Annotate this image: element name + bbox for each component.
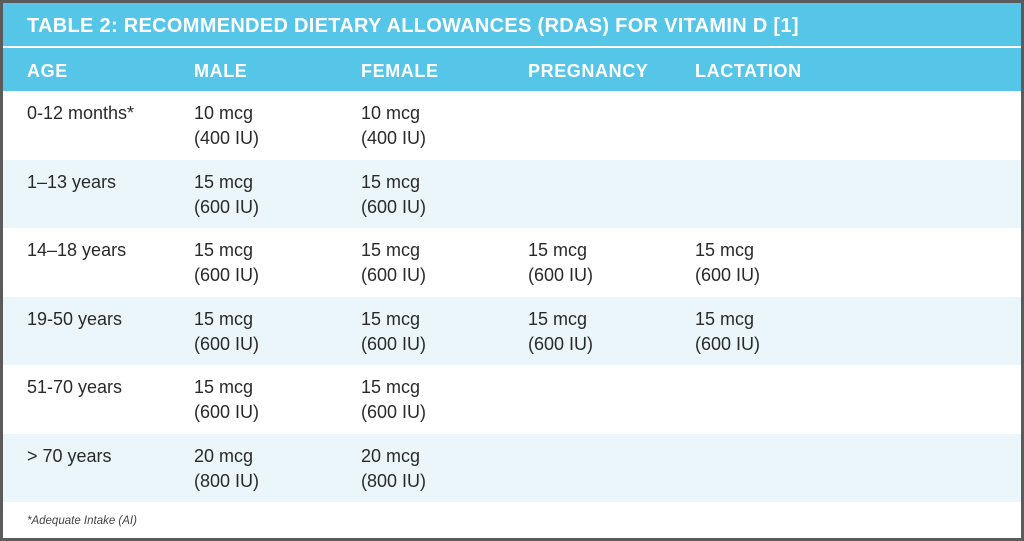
cell-lactation: 15 mcg (600 IU) xyxy=(695,307,760,357)
cell-male-mcg: 15 mcg xyxy=(194,171,254,192)
table-row: 19-50 years 15 mcg (600 IU) 15 mcg (600 IU) 1… xyxy=(3,296,1021,365)
header-lactation: LACTATION xyxy=(695,61,802,81)
cell-male-mcg: 15 mcg xyxy=(194,377,254,397)
cell-pregnancy-mcg: 15 mcg xyxy=(528,240,588,260)
footnote: *Adequate Intake (AI) xyxy=(27,515,137,527)
cell-lactation-mcg: 15 mcg xyxy=(695,308,755,329)
cell-female-mcg: 15 mcg xyxy=(361,377,421,397)
cell-female-mcg: 15 mcg xyxy=(361,308,421,329)
cell-age: 1–13 years xyxy=(27,171,117,192)
cell-male: 20 mcg (800 IU) xyxy=(194,444,259,494)
header-age: AGE xyxy=(27,61,68,81)
header-pregnancy: PREGNANCY xyxy=(528,61,649,81)
cell-male: 15 mcg (600 IU) xyxy=(194,170,259,220)
cell-lactation-mcg: 15 mcg xyxy=(695,240,755,260)
cell-female: 20 mcg (800 IU) xyxy=(361,444,426,494)
cell-age: 14–18 years xyxy=(27,240,127,260)
cell-male-iu: (600 IU) xyxy=(194,333,260,354)
cell-age: 19-50 years xyxy=(27,308,123,329)
cell-female-iu: (600 IU) xyxy=(361,196,427,217)
cell-female-mcg: 15 mcg xyxy=(361,240,421,260)
cell-pregnancy-mcg: 15 mcg xyxy=(528,308,588,329)
cell-age: 0-12 months* xyxy=(27,103,135,123)
cell-male: 10 mcg (400 IU) xyxy=(194,101,259,151)
cell-female-iu: (400 IU) xyxy=(361,128,427,148)
cell-age: > 70 years xyxy=(27,445,112,466)
cell-lactation-iu: (600 IU) xyxy=(695,265,761,285)
cell-male-mcg: 10 mcg xyxy=(194,103,254,123)
cell-male-mcg: 20 mcg xyxy=(194,445,254,466)
table-row: 1–13 years 15 mcg (600 IU) 15 mcg (600 IU) xyxy=(3,159,1021,228)
cell-age: 51-70 years xyxy=(27,377,123,397)
header-male: MALE xyxy=(194,61,248,81)
cell-female: 15 mcg (600 IU) xyxy=(361,375,426,425)
cell-female: 10 mcg (400 IU) xyxy=(361,101,426,151)
cell-female-iu: (800 IU) xyxy=(361,470,427,491)
cell-male-iu: (600 IU) xyxy=(194,402,260,422)
cell-pregnancy-iu: (600 IU) xyxy=(528,333,594,354)
cell-female: 15 mcg (600 IU) xyxy=(361,170,426,220)
table-row: 51-70 years 15 mcg (600 IU) 15 mcg (600 IU) xyxy=(3,365,1021,434)
cell-pregnancy: 15 mcg (600 IU) xyxy=(528,238,593,288)
cell-male-mcg: 15 mcg xyxy=(194,240,254,260)
cell-female-mcg: 15 mcg xyxy=(361,171,421,192)
cell-female: 15 mcg (600 IU) xyxy=(361,307,426,357)
table-row: > 70 years 20 mcg (800 IU) 20 mcg (800 IU) xyxy=(3,433,1021,502)
table-row: 0-12 months* 10 mcg (400 IU) 10 mcg (400 IU) xyxy=(3,91,1021,160)
cell-male: 15 mcg (600 IU) xyxy=(194,238,259,288)
cell-male-iu: (400 IU) xyxy=(194,128,260,148)
cell-female-iu: (600 IU) xyxy=(361,402,427,422)
cell-female-iu: (600 IU) xyxy=(361,265,427,285)
cell-pregnancy-iu: (600 IU) xyxy=(528,265,594,285)
cell-lactation: 15 mcg (600 IU) xyxy=(695,238,760,288)
cell-male-iu: (800 IU) xyxy=(194,470,260,491)
cell-male: 15 mcg (600 IU) xyxy=(194,375,259,425)
table-row: 14–18 years 15 mcg (600 IU) 15 mcg (600 IU) 1… xyxy=(3,228,1021,297)
cell-male-iu: (600 IU) xyxy=(194,265,260,285)
table-body: 0-12 months* 10 mcg (400 IU) 10 mcg (400 IU)… xyxy=(3,91,1021,502)
cell-female-mcg: 20 mcg xyxy=(361,445,421,466)
table-header-row: AGE MALE FEMALE PREGNANCY LACTATION xyxy=(3,48,1021,91)
cell-male-mcg: 15 mcg xyxy=(194,308,254,329)
cell-female-mcg: 10 mcg xyxy=(361,103,421,123)
cell-pregnancy: 15 mcg (600 IU) xyxy=(528,307,593,357)
cell-male-iu: (600 IU) xyxy=(194,196,260,217)
cell-female: 15 mcg (600 IU) xyxy=(361,238,426,288)
cell-lactation-iu: (600 IU) xyxy=(695,333,761,354)
header-female: FEMALE xyxy=(361,61,439,81)
cell-female-iu: (600 IU) xyxy=(361,333,427,354)
cell-male: 15 mcg (600 IU) xyxy=(194,307,259,357)
table-title: TABLE 2: RECOMMENDED DIETARY ALLOWANCES … xyxy=(3,3,1021,48)
